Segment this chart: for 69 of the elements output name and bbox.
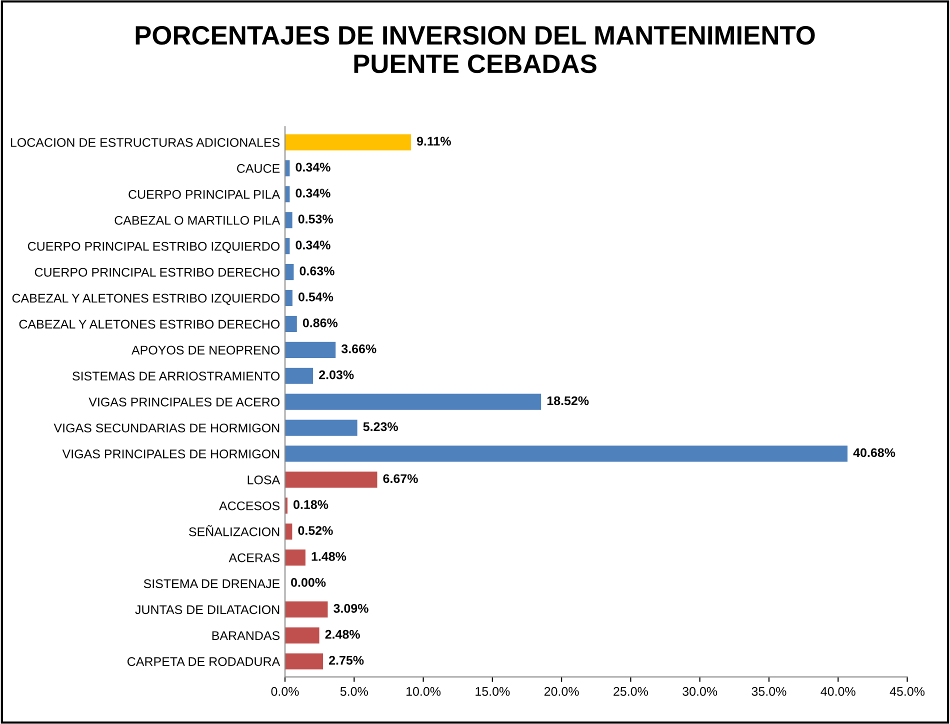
y-tick-label: SEÑALIZACION — [189, 525, 280, 536]
y-tick-label: CUERPO PRINCIPAL ESTRIBO DERECHO — [34, 268, 280, 277]
data-label: 2.75% — [329, 656, 364, 665]
x-tick-label: 35.0% — [752, 686, 786, 696]
data-label: 2.48% — [325, 630, 360, 639]
bar — [285, 290, 292, 306]
y-tick-label: LOCACION DE ESTRUCTURAS ADICIONALES — [10, 138, 280, 147]
y-tick-label: ACERAS — [228, 553, 280, 562]
x-tick-label: 20.0% — [544, 686, 579, 696]
data-label: 40.68% — [853, 448, 896, 458]
chart-title: PORCENTAJES DE INVERSION DEL MANTENIMIENTO PUENTE CEBADAS — [136, 26, 815, 74]
data-label: 0.34% — [296, 162, 330, 172]
data-label: 3.09% — [334, 604, 368, 613]
bar — [285, 342, 336, 358]
bar — [285, 627, 320, 644]
y-tick-label: ACCESOS — [219, 501, 280, 510]
bar — [285, 601, 328, 618]
y-tick-label: CAUCE — [237, 164, 280, 173]
data-label: 5.23% — [363, 422, 398, 432]
data-label: 0.63% — [300, 266, 334, 276]
data-label: 0.53% — [298, 214, 333, 224]
data-label: 0.52% — [298, 526, 333, 535]
bar — [285, 524, 292, 540]
data-label: 0.54% — [298, 292, 334, 302]
x-tick-label: 30.0% — [682, 686, 718, 696]
bar — [285, 653, 324, 670]
x-tick-label: 5.0% — [340, 686, 368, 696]
y-tick-label: LOSA — [248, 475, 280, 484]
y-tick-label: CUERPO PRINCIPAL PILA — [128, 190, 280, 199]
bar — [285, 472, 378, 488]
data-label: 0.34% — [296, 240, 330, 250]
y-tick-label: VIGAS PRINCIPALES DE HORMIGON — [62, 450, 280, 458]
data-label: 0.34% — [296, 188, 330, 198]
data-label: 1.48% — [312, 552, 346, 561]
x-tick-label: 10.0% — [406, 686, 441, 696]
x-tick-label: 40.0% — [820, 686, 856, 696]
data-label: 2.03% — [319, 370, 354, 380]
data-label: 6.67% — [383, 474, 418, 484]
data-label: 0.18% — [294, 500, 328, 509]
y-tick-label: VIGAS SECUNDARIAS DE HORMIGON — [54, 424, 280, 432]
bar — [285, 316, 297, 332]
y-tick-label: APOYOS DE NEOPRENO — [132, 346, 280, 355]
x-tick-label: 45.0% — [890, 686, 925, 696]
data-label: 0.86% — [302, 318, 338, 328]
bar — [285, 550, 306, 566]
bar — [285, 368, 314, 384]
x-tick-label: 25.0% — [614, 686, 648, 696]
y-tick-label: CABEZAL Y ALETONES ESTRIBO IZQUIERDO — [12, 294, 280, 305]
y-tick-label: CARPETA DE RODADURA — [127, 657, 280, 666]
x-tick-label: 0.0% — [271, 686, 299, 696]
y-tick-label: VIGAS PRINCIPALES DE ACERO — [88, 398, 280, 406]
bar — [285, 446, 848, 462]
bar — [285, 134, 411, 150]
bar — [285, 420, 358, 436]
y-tick-label: SISTEMAS DE ARRIOSTRAMIENTO — [72, 372, 280, 381]
y-tick-label: BARANDAS — [212, 631, 280, 640]
y-tick-label: JUNTAS DE DILATACION — [135, 605, 280, 614]
bar — [285, 212, 292, 228]
bar — [285, 394, 542, 410]
y-tick-label: CABEZAL O MARTILLO PILA — [114, 216, 280, 225]
data-label: 0.00% — [291, 578, 326, 587]
y-tick-label: CUERPO PRINCIPAL ESTRIBO IZQUIERDO — [28, 242, 280, 253]
bar — [285, 264, 294, 280]
x-tick-label: 15.0% — [476, 686, 510, 696]
y-tick-label: SISTEMA DE DRENAJE — [144, 579, 280, 588]
data-label: 18.52% — [547, 396, 589, 406]
data-label: 9.11% — [416, 136, 451, 146]
data-label: 3.66% — [341, 344, 376, 354]
y-tick-label: CABEZAL Y ALETONES ESTRIBO DERECHO — [19, 320, 280, 329]
